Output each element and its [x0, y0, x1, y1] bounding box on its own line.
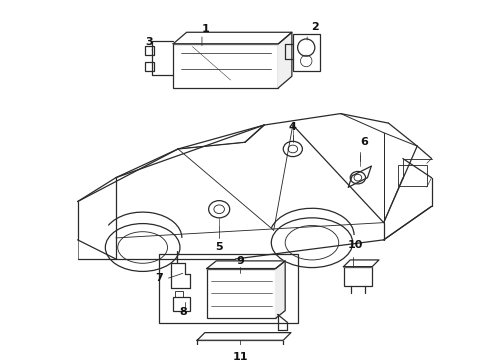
Text: 11: 11 — [232, 352, 248, 360]
Text: 9: 9 — [236, 256, 244, 266]
Bar — [145, 46, 154, 55]
Bar — [175, 292, 183, 297]
Text: 2: 2 — [311, 22, 318, 32]
Polygon shape — [278, 32, 292, 88]
Text: 4: 4 — [289, 122, 297, 132]
Text: 6: 6 — [361, 137, 368, 147]
Text: 7: 7 — [155, 273, 163, 283]
Polygon shape — [275, 261, 285, 318]
Bar — [207, 269, 275, 318]
Text: 8: 8 — [179, 307, 187, 316]
Bar — [145, 62, 154, 72]
Text: 3: 3 — [146, 37, 153, 47]
Polygon shape — [343, 260, 379, 267]
Bar — [293, 34, 319, 71]
Bar — [398, 165, 427, 186]
Bar — [343, 267, 372, 286]
Text: 5: 5 — [216, 243, 223, 252]
Bar — [173, 44, 278, 88]
Polygon shape — [173, 32, 292, 44]
Polygon shape — [207, 261, 285, 269]
Text: 10: 10 — [347, 240, 363, 249]
Polygon shape — [197, 333, 291, 340]
Bar — [159, 254, 297, 323]
Bar — [197, 340, 283, 360]
Bar — [173, 297, 191, 311]
Text: 1: 1 — [202, 24, 210, 35]
